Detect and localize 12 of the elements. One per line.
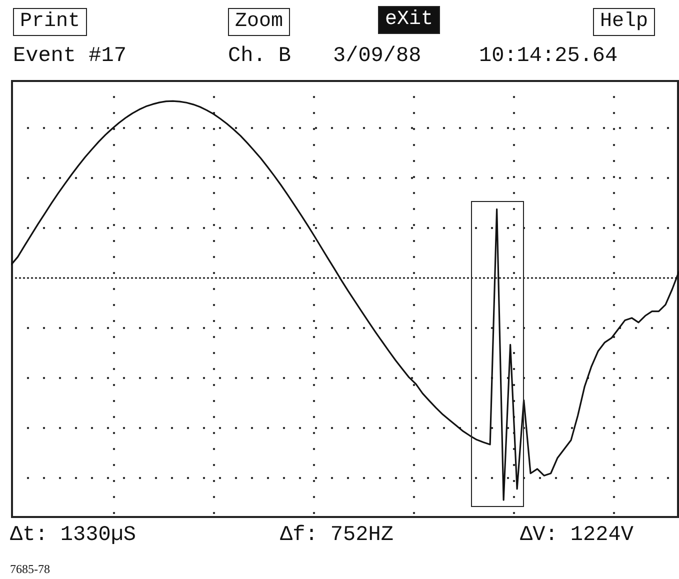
text: 10:14:25.64 — [479, 45, 618, 68]
text: eXit — [378, 6, 440, 34]
text: Help — [593, 8, 656, 36]
text: 7685-78 — [10, 562, 50, 576]
text: Δt: 1330µS — [10, 524, 136, 547]
text: Print — [13, 8, 88, 36]
text: Ch. B — [228, 45, 292, 68]
text: 3/09/88 — [333, 45, 422, 68]
text: Δf: 752HZ — [280, 524, 394, 547]
text: Event #17 — [13, 45, 126, 68]
text: Zoom — [228, 8, 290, 36]
text: ΔV: 1224V — [520, 524, 634, 547]
